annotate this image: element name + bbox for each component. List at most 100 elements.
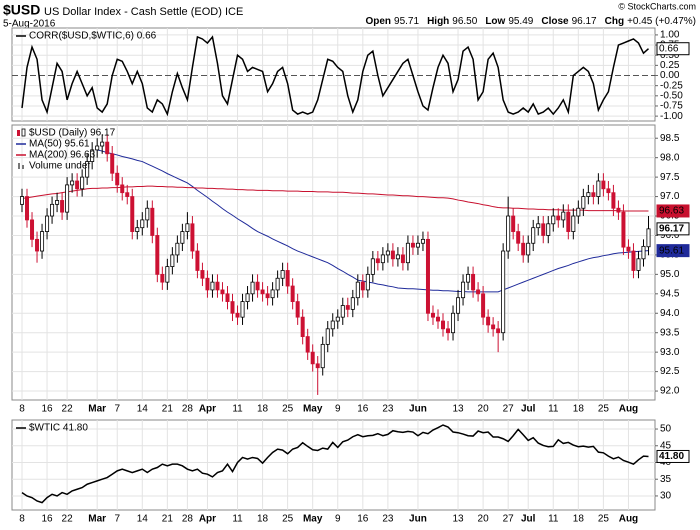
x-tick-label: 25 xyxy=(282,404,294,415)
candle-body xyxy=(556,215,561,221)
candle-body xyxy=(135,227,140,232)
x-tick-label: 16 xyxy=(357,404,369,415)
candle-body xyxy=(395,254,400,260)
candle-body xyxy=(616,207,621,213)
x-tick-label: Jul xyxy=(521,404,536,415)
line-series xyxy=(21,424,649,504)
y-tick-label: 97.5 xyxy=(660,172,680,183)
candle-body xyxy=(280,270,285,279)
quote: Open 95.71 High 96.50 Low 95.49 Close 96.17 Chg +… xyxy=(365,16,696,27)
x-tick-label: Apr xyxy=(199,404,216,415)
y-tick-label: 45 xyxy=(660,440,672,451)
x-tick-label: 11 xyxy=(232,514,243,525)
legend-swatch xyxy=(22,165,24,169)
y-tick-label: 98.5 xyxy=(660,133,680,144)
y-tick-label: -1.00 xyxy=(660,111,683,122)
quote-value: +0.45 (+0.47%) xyxy=(627,16,696,27)
candle-body xyxy=(631,250,636,271)
ma-line xyxy=(97,149,649,293)
x-tick-label: 18 xyxy=(257,514,269,525)
candle-body xyxy=(451,312,456,334)
y-tick-label: 92.5 xyxy=(660,366,680,377)
legend-swatch xyxy=(18,163,20,169)
x-tick-label: Apr xyxy=(199,514,216,525)
candle-body xyxy=(400,254,405,264)
candle-body xyxy=(405,242,410,264)
y-tick-label: 30 xyxy=(660,491,672,502)
candle-body xyxy=(471,273,476,291)
quote-label: Close xyxy=(541,16,569,27)
candle-body xyxy=(120,184,125,194)
y-tick-label: 97.0 xyxy=(660,191,680,202)
candle-body xyxy=(335,316,340,322)
candle-body xyxy=(491,324,496,330)
candle-body xyxy=(561,211,566,221)
candle-body xyxy=(255,281,260,291)
x-tick-label: Aug xyxy=(619,404,638,415)
candle-body xyxy=(446,328,451,334)
y-tick-label: -0.50 xyxy=(660,90,683,101)
candle-body xyxy=(265,293,270,299)
y-tick-label: 98.0 xyxy=(660,152,680,163)
candle-body xyxy=(50,203,55,217)
candle-body xyxy=(310,351,315,365)
candle-body xyxy=(390,250,395,260)
x-tick-label: 16 xyxy=(41,404,53,415)
panel-frame xyxy=(11,419,656,511)
candle-body xyxy=(150,207,155,236)
candle-body xyxy=(551,215,556,225)
line-series xyxy=(21,35,649,117)
candle-body xyxy=(385,250,390,256)
candle-body xyxy=(165,266,170,283)
candle-body xyxy=(606,188,611,194)
candle-body xyxy=(646,228,651,248)
quote-value: 96.17 xyxy=(572,16,597,27)
candle-body xyxy=(110,153,115,174)
y-tick-label: 93.0 xyxy=(660,347,680,358)
candle-body xyxy=(295,301,300,318)
candle-body xyxy=(566,211,571,232)
x-tick-label: 11 xyxy=(548,514,559,525)
quote-value: 95.49 xyxy=(508,16,533,27)
x-tick-label: 28 xyxy=(182,404,194,415)
candle-body xyxy=(235,312,240,318)
candle-body xyxy=(526,242,531,256)
candle-body xyxy=(581,196,586,209)
y-tick-label: -0.25 xyxy=(660,80,683,91)
candle-body xyxy=(35,238,40,252)
y-tick-label: 95.0 xyxy=(660,269,680,280)
value-box-label: 95.61 xyxy=(659,245,684,256)
candle-body xyxy=(360,281,365,291)
x-tick-label: May xyxy=(303,514,323,525)
candle-body xyxy=(40,231,45,252)
legend-label: Volume undef xyxy=(29,161,90,172)
x-tick-label: 16 xyxy=(41,514,53,525)
candle-body xyxy=(45,215,50,232)
candle-body xyxy=(435,316,440,322)
candle-body xyxy=(496,328,501,334)
candle-body xyxy=(466,273,471,283)
quote-label: Low xyxy=(485,16,505,27)
x-tick-label: Mar xyxy=(88,404,106,415)
candle-body xyxy=(130,196,135,232)
candle-body xyxy=(200,270,205,279)
x-tick-label: 25 xyxy=(282,514,294,525)
candle-body xyxy=(90,149,95,162)
x-tick-label: 21 xyxy=(162,514,174,525)
candle-body xyxy=(215,281,220,291)
candle-body xyxy=(601,180,606,190)
candle-body xyxy=(636,258,641,271)
quote-label: Open xyxy=(365,16,391,27)
candle-body xyxy=(511,215,516,232)
value-box-label: 96.63 xyxy=(659,206,684,217)
candle-body xyxy=(370,258,375,275)
y-tick-label: 93.5 xyxy=(660,327,680,338)
x-tick-label: 8 xyxy=(19,514,25,525)
candle-body xyxy=(345,305,350,310)
candle-body xyxy=(596,180,601,197)
candle-body xyxy=(375,258,380,264)
y-tick-label: 0.50 xyxy=(660,50,680,61)
candle-body xyxy=(240,301,245,318)
